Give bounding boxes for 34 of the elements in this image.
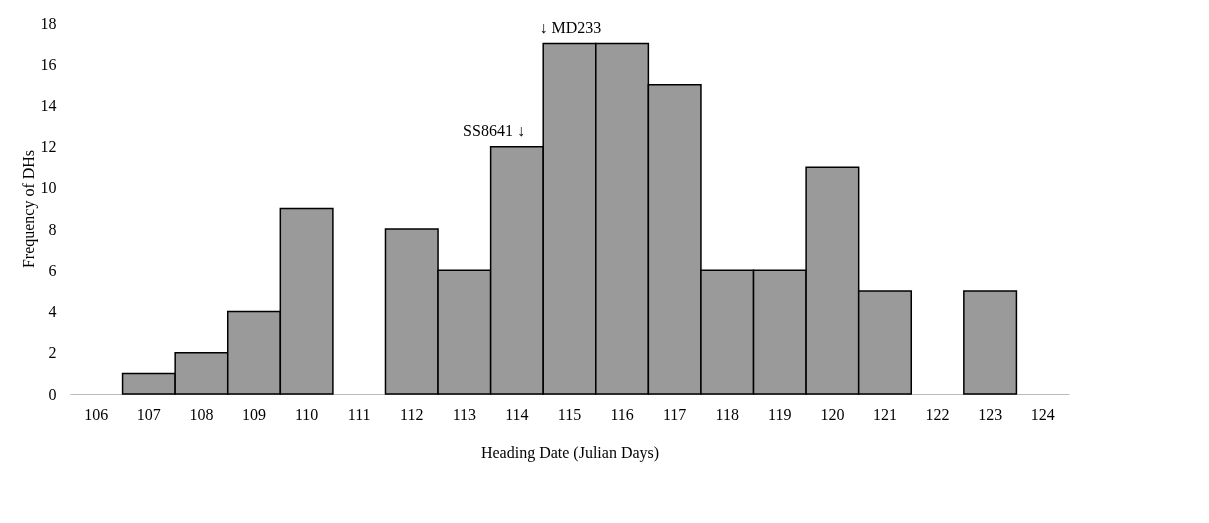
y-tick-label: 12 (40, 138, 57, 156)
x-axis-title: Heading Date (Julian Days) (480, 443, 660, 462)
annotation: ↓ MD233 (539, 18, 602, 36)
y-tick-label: 4 (48, 303, 57, 321)
x-tick-label: 122 (925, 405, 950, 423)
y-axis-title: Frequency of DHs (19, 149, 38, 269)
x-tick-label: 117 (662, 405, 687, 423)
y-tick-label: 0 (48, 385, 57, 403)
x-tick-label: 123 (978, 405, 1003, 423)
bar (963, 290, 1018, 395)
x-tick-label: 106 (84, 405, 109, 423)
y-tick-label: 6 (48, 261, 57, 279)
x-tick-label: 120 (820, 405, 845, 423)
x-tick-label: 109 (242, 405, 267, 423)
x-tick-label: 111 (347, 405, 371, 423)
y-tick-label: 14 (40, 96, 57, 114)
annotation: SS8641 ↓ (463, 121, 525, 139)
x-tick-label: 119 (768, 405, 792, 423)
y-tick-label: 8 (48, 220, 57, 238)
x-tick-label: 116 (610, 405, 634, 423)
x-tick-label: 110 (294, 405, 319, 423)
x-tick-label: 114 (505, 405, 529, 423)
x-tick-label: 118 (715, 405, 739, 423)
x-tick-label: 124 (1030, 405, 1055, 423)
x-tick-label: 115 (557, 405, 582, 423)
x-tick-label: 121 (872, 405, 897, 423)
y-tick-label: 10 (40, 179, 57, 197)
y-tick-label: 18 (40, 14, 57, 32)
x-tick-label: 107 (136, 405, 161, 423)
x-tick-label: 112 (400, 405, 424, 423)
x-tick-label: 113 (452, 405, 477, 423)
y-tick-label: 2 (48, 344, 57, 362)
y-tick-label: 16 (40, 55, 57, 73)
x-tick-label: 108 (189, 405, 214, 423)
